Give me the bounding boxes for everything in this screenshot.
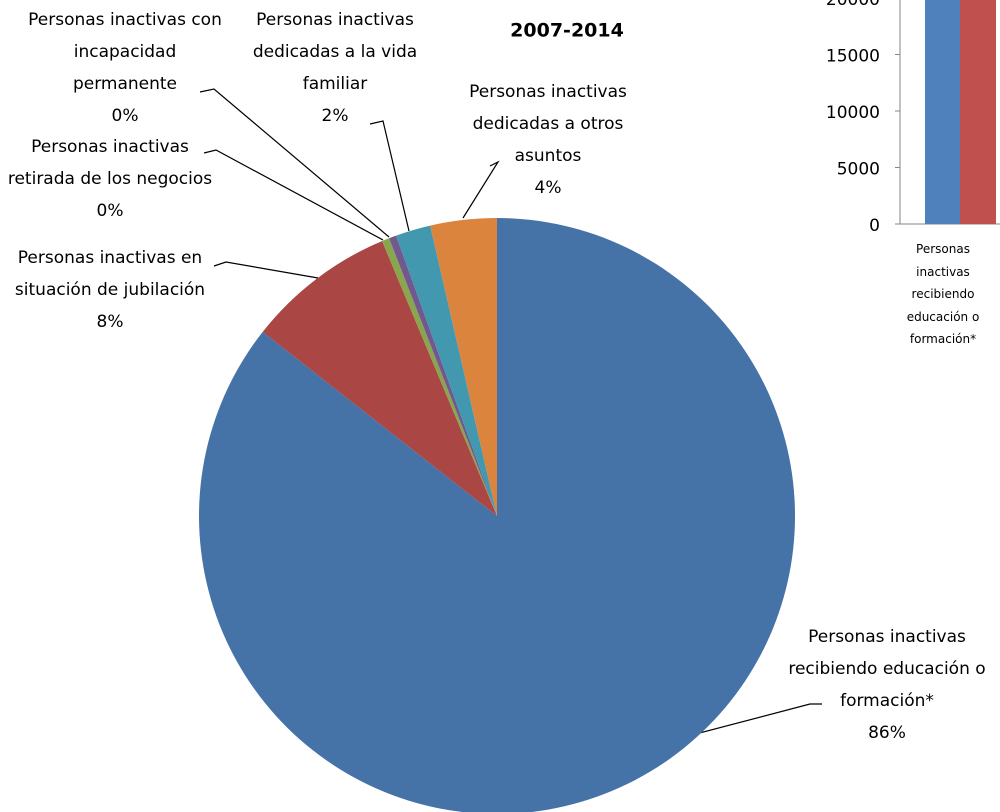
value-label: 86% <box>868 723 906 743</box>
category-label: Personas inactivas dedicadas a la vida f… <box>252 10 418 94</box>
value-label: 0% <box>96 201 124 221</box>
y-tick-label: 20000 <box>826 0 880 10</box>
leader-line <box>213 261 319 279</box>
slice-label: Personas inactivas dedicadas a otros asu… <box>443 76 653 204</box>
pie-slice <box>262 241 497 516</box>
leader-lines <box>199 88 822 753</box>
y-tick-label: 0 <box>869 216 880 236</box>
category-label: Personas inactivas retirada de los negoc… <box>7 137 213 189</box>
value-label: 8% <box>96 312 124 332</box>
pie-slice <box>430 218 497 516</box>
leader-line <box>369 120 410 232</box>
value-label: 4% <box>534 178 562 198</box>
y-tick-label: 10000 <box>826 103 880 123</box>
value-label: 0% <box>111 106 139 126</box>
value-label: 2% <box>321 106 349 126</box>
pie-slice <box>396 225 497 516</box>
category-label: Personas inactivas en situación de jubil… <box>14 248 206 300</box>
slice-label: Personas inactivas retirada de los negoc… <box>5 131 215 227</box>
slice-label: Personas inactivas en situación de jubil… <box>5 242 215 338</box>
y-tick-label: 5000 <box>837 160 880 180</box>
pie-slice <box>382 238 497 517</box>
bar <box>960 0 996 224</box>
slice-label: Personas inactivas dedicadas a la vida f… <box>235 4 435 132</box>
leader-line <box>462 160 500 219</box>
chart-title: 2007-2014 <box>510 20 624 42</box>
slice-label: Personas inactivas con incapacidad perma… <box>25 4 225 132</box>
x-tick-label: Personas inactivas recibiendo educación … <box>906 242 980 346</box>
category-label: Personas inactivas recibiendo educación … <box>788 627 986 711</box>
pie-slice <box>199 218 795 812</box>
y-tick-label: 15000 <box>826 47 880 67</box>
slice-label: Personas inactivas recibiendo educación … <box>787 621 987 749</box>
category-label: Personas inactivas dedicadas a otros asu… <box>469 82 627 166</box>
leader-line <box>199 88 390 238</box>
bar <box>925 0 961 225</box>
pie-slice <box>389 235 497 516</box>
category-label: Personas inactivas con incapacidad perma… <box>28 10 222 94</box>
leader-line <box>203 149 384 241</box>
